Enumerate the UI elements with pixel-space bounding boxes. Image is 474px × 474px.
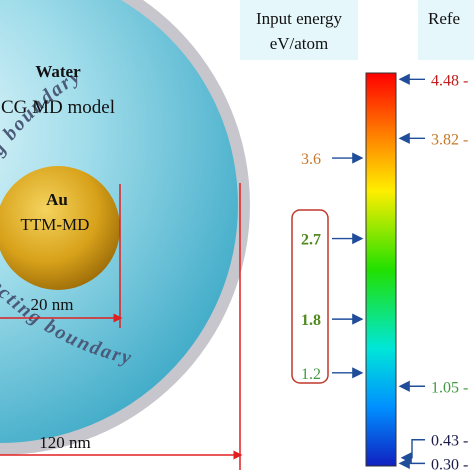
input-energy-value: 1.8: [301, 312, 321, 329]
reflected-energy-arrow: [400, 439, 425, 464]
au-model: TTM-MD: [21, 215, 90, 234]
input-energy-header-line1: Input energy: [256, 9, 343, 28]
reflected-header: Refe: [428, 9, 460, 28]
reflected-header-bg: [418, 0, 474, 60]
input-energy-highlight-box: [291, 209, 329, 384]
water-model: CG MD model: [1, 97, 115, 118]
reflected-energy-value: 1.05 -: [431, 379, 468, 396]
water-size-label: 120 nm: [39, 433, 90, 452]
reflected-energy-value: 4.48 -: [431, 72, 468, 89]
energy-color-scale: [365, 72, 397, 467]
reflected-energy-value: 3.82 -: [431, 131, 468, 148]
input-energy-header-line2: eV/atom: [270, 34, 329, 53]
input-energy-header-bg: [240, 0, 358, 60]
input-energy-value: 3.6: [301, 151, 321, 168]
au-size-label: 20 nm: [31, 295, 74, 314]
input-energy-value: 1.2: [301, 366, 321, 383]
au-nanoparticle: [0, 166, 120, 290]
au-title: Au: [46, 190, 68, 209]
water-title: Water: [35, 62, 81, 81]
reflected-energy-value: 0.30 -: [431, 456, 468, 473]
reflected-energy-value: 0.43 -: [431, 433, 468, 450]
input-energy-value: 2.7: [301, 232, 321, 249]
